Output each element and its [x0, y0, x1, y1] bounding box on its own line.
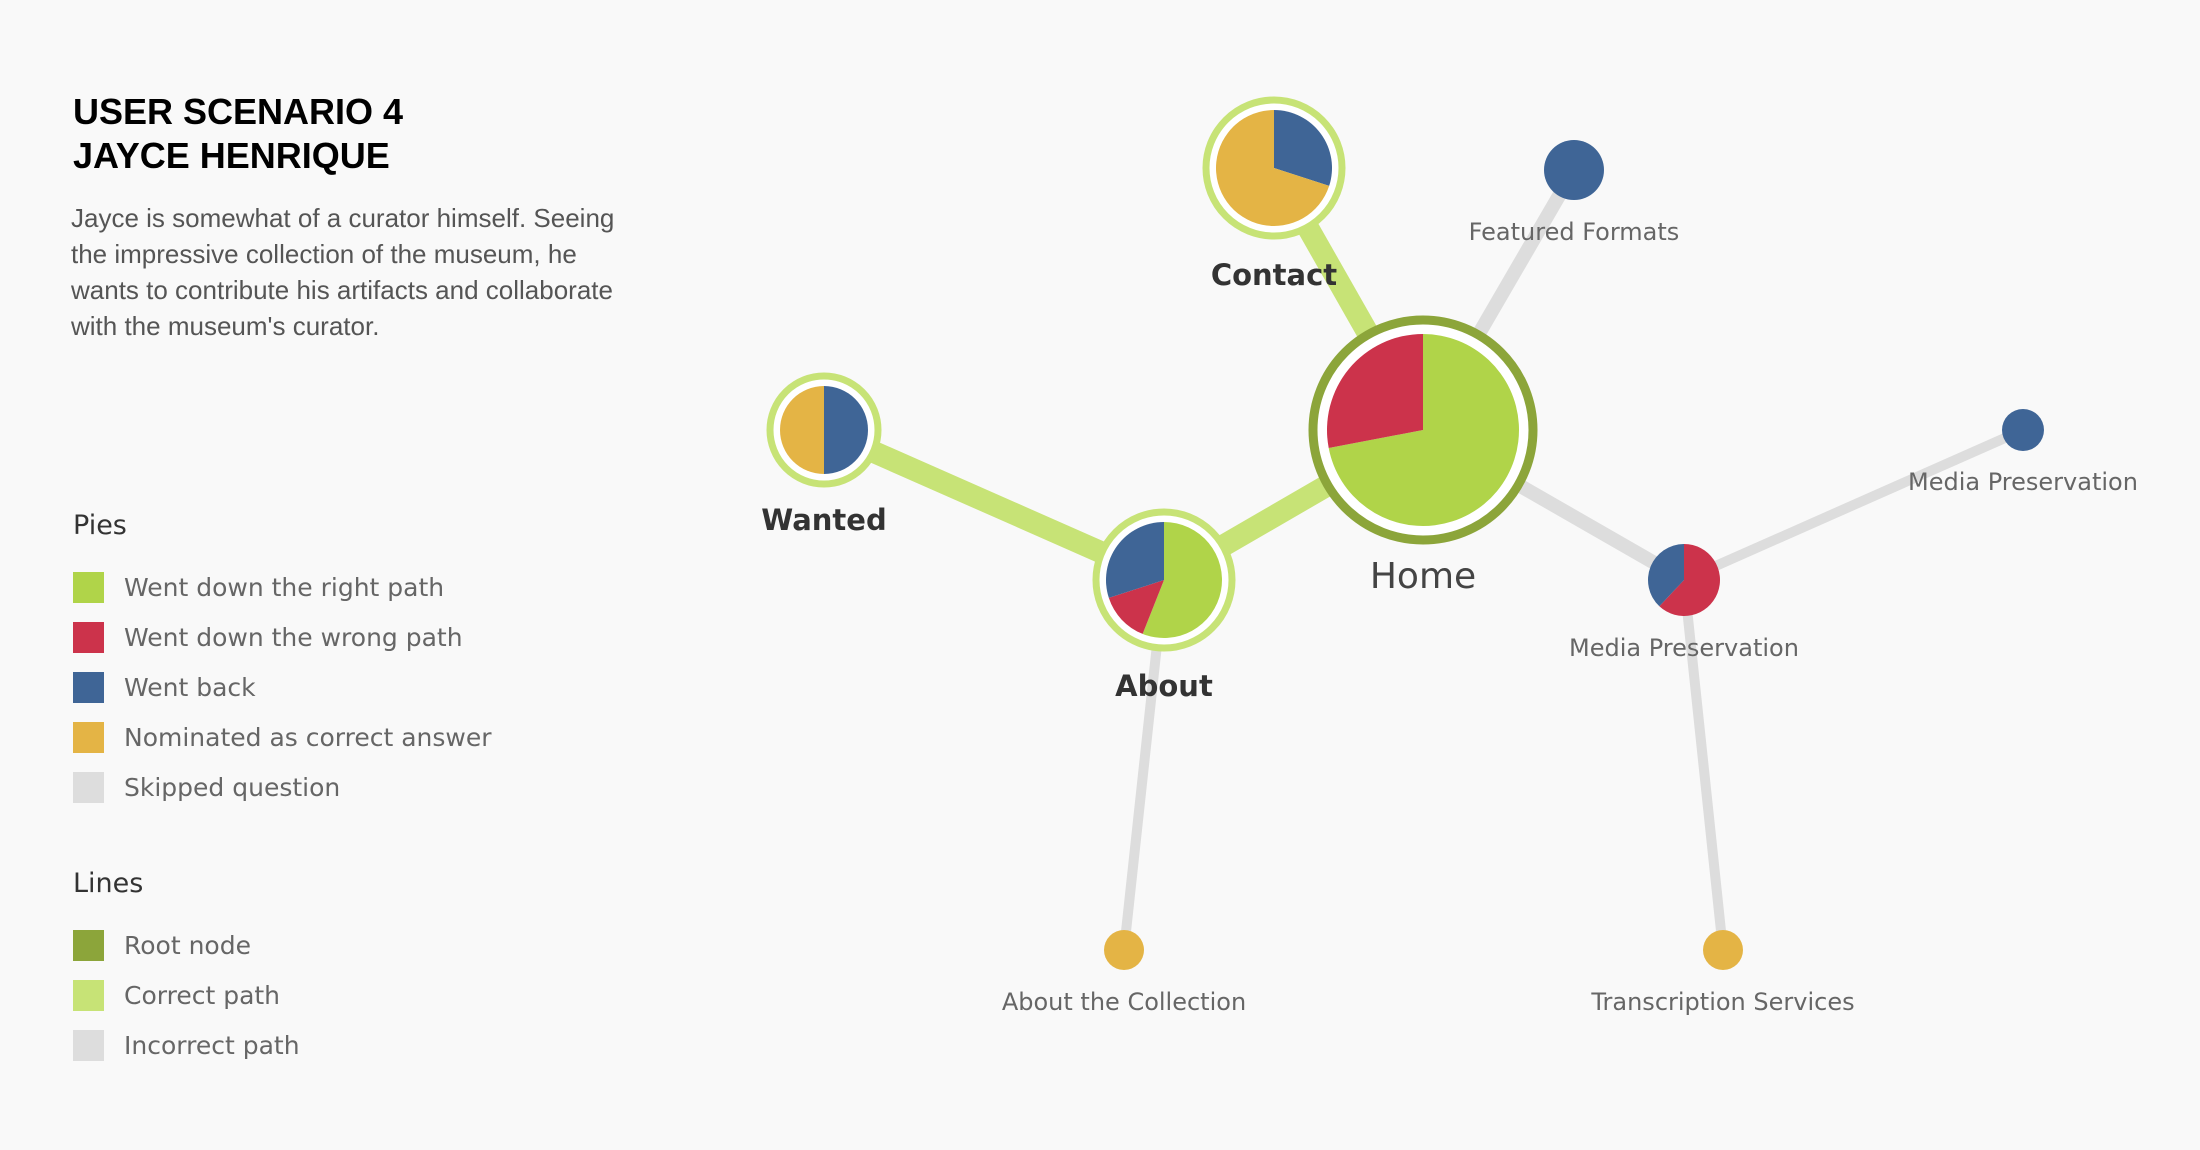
scenario-title-line2: JAYCE HENRIQUE	[73, 135, 390, 176]
pie-slice-back	[1648, 544, 1684, 607]
legend-swatch	[73, 621, 104, 653]
node-mediapres[interactable]: Media Preservation	[1569, 544, 1799, 662]
node-label: Media Preservation	[1908, 468, 2138, 496]
node-featured[interactable]: Featured Formats	[1469, 140, 1680, 246]
pie-slice-wrong	[1659, 544, 1720, 617]
node-about[interactable]: About	[1092, 508, 1236, 703]
node-wanted[interactable]: Wanted	[761, 372, 887, 537]
node-mediapres2[interactable]: Media Preservation	[1908, 409, 2138, 496]
node-label: Contact	[1211, 258, 1337, 292]
legend-label: Incorrect path	[124, 1030, 300, 1060]
legend-swatch	[73, 771, 104, 803]
pie-slice-right	[1328, 334, 1519, 526]
pies-legend-heading: Pies	[73, 510, 127, 541]
legend-item-right-path: Went down the right path	[73, 562, 492, 612]
pie-slice-back	[1105, 522, 1164, 598]
pie-slice-wrong	[1108, 580, 1164, 634]
pie-slice-back	[1274, 110, 1332, 186]
pie-slice-back	[1544, 140, 1604, 200]
pie-slice-nominated	[1104, 930, 1144, 970]
legend-label: Went back	[124, 672, 256, 702]
node-contact[interactable]: Contact	[1202, 96, 1346, 292]
node-label: Home	[1370, 556, 1476, 597]
legend-item-went-back: Went back	[73, 662, 492, 712]
pie-slice-back	[2002, 409, 2044, 451]
pie-slice-wrong	[1326, 334, 1423, 448]
legend-swatch	[73, 1029, 104, 1061]
legend-item-skipped: Skipped question	[73, 762, 492, 812]
legend-label: Nominated as correct answer	[124, 722, 492, 752]
legend-label: Root node	[124, 930, 251, 960]
legend-item-incorrect-path: Incorrect path	[73, 1020, 300, 1070]
legend-label: Correct path	[124, 980, 281, 1010]
legend-swatch	[73, 929, 104, 961]
legend-swatch	[73, 721, 104, 753]
legend-item-wrong-path: Went down the wrong path	[73, 612, 492, 662]
legend-label: Skipped question	[124, 772, 341, 802]
lines-legend: Root node Correct path Incorrect path	[73, 920, 300, 1070]
legend-item-nominated: Nominated as correct answer	[73, 712, 492, 762]
scenario-description: Jayce is somewhat of a curator himself. …	[71, 203, 615, 341]
legend-label: Went down the wrong path	[124, 622, 463, 652]
pie-slice-nominated	[780, 386, 824, 474]
lines-legend-heading: Lines	[73, 868, 144, 899]
scenario-title: USER SCENARIO 4 JAYCE HENRIQUE	[73, 90, 403, 178]
legend-swatch	[73, 671, 104, 703]
node-label: Media Preservation	[1569, 634, 1799, 662]
node-aboutcoll[interactable]: About the Collection	[1002, 930, 1246, 1016]
legend-item-correct-path: Correct path	[73, 970, 300, 1020]
node-label: About	[1115, 669, 1213, 703]
pie-slice-nominated	[1215, 110, 1330, 226]
legend-swatch	[73, 979, 104, 1011]
legend-label: Went down the right path	[124, 572, 445, 602]
edge-mediapres-transcription-incorrect	[1679, 579, 1728, 951]
node-transcription[interactable]: Transcription Services	[1590, 930, 1855, 1016]
node-label: Featured Formats	[1469, 218, 1680, 246]
scenario-title-line1: USER SCENARIO 4	[73, 91, 404, 132]
legend-swatch	[73, 571, 104, 603]
node-label: Transcription Services	[1590, 988, 1854, 1016]
pie-slice-right	[1142, 522, 1222, 638]
pie-slice-back	[824, 386, 868, 474]
node-label: Wanted	[761, 503, 886, 537]
pies-legend: Went down the right path Went down the w…	[73, 562, 492, 812]
edge-mediapres-mediapres2-incorrect	[1681, 425, 2026, 585]
node-home[interactable]: Home	[1308, 315, 1538, 597]
pie-slice-nominated	[1703, 930, 1743, 970]
node-label: About the Collection	[1002, 988, 1246, 1016]
legend-item-root-node: Root node	[73, 920, 300, 970]
